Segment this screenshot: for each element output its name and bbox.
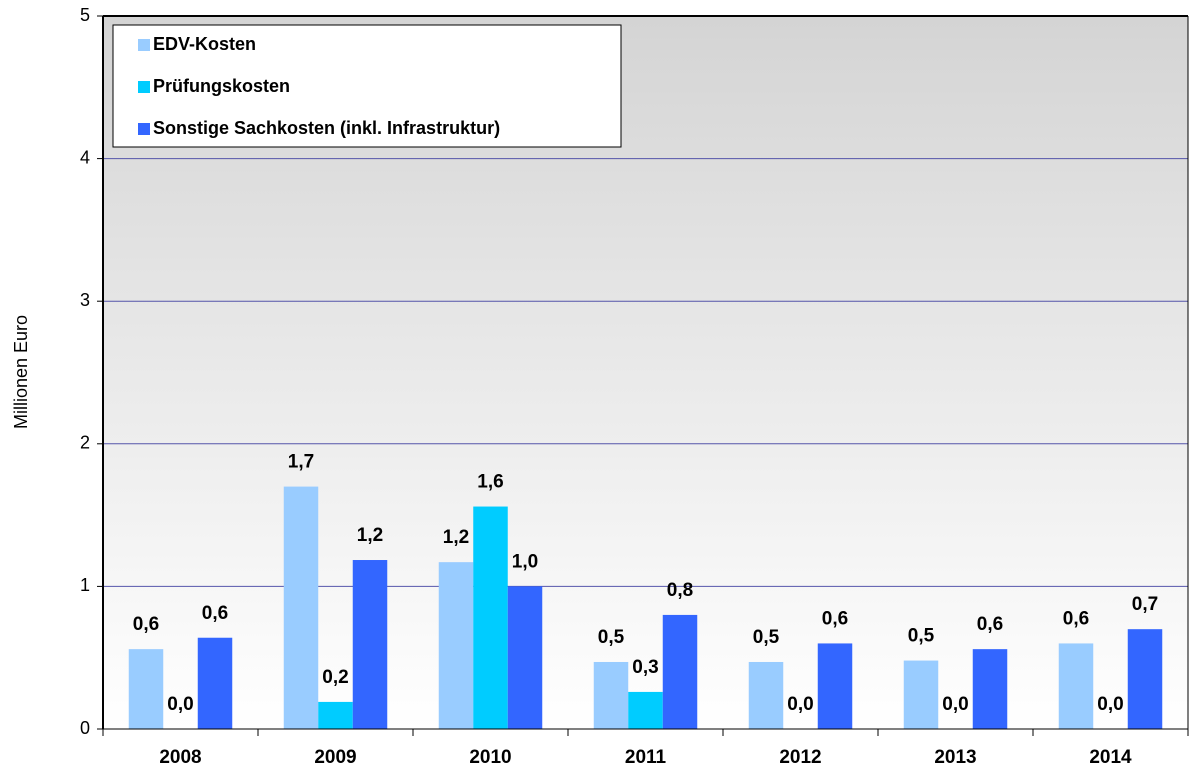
bar bbox=[318, 701, 353, 729]
bar bbox=[903, 660, 939, 729]
bar bbox=[1127, 629, 1163, 729]
value-label: 1,6 bbox=[477, 472, 503, 493]
y-tick-label: 0 bbox=[80, 718, 90, 738]
value-label: 1,2 bbox=[443, 527, 469, 548]
y-axis-label: Millionen Euro bbox=[11, 315, 31, 429]
bar bbox=[1058, 643, 1094, 729]
value-label: 0,6 bbox=[977, 614, 1003, 635]
value-label: 1,0 bbox=[512, 551, 538, 572]
y-tick-label: 2 bbox=[80, 433, 90, 453]
y-tick-label: 5 bbox=[80, 5, 90, 25]
x-tick-label: 2013 bbox=[934, 747, 976, 768]
value-label: 0,6 bbox=[133, 614, 159, 635]
bar bbox=[507, 586, 543, 729]
x-tick-label: 2010 bbox=[469, 747, 511, 768]
value-label: 0,6 bbox=[202, 603, 228, 624]
value-label: 0,0 bbox=[942, 694, 968, 715]
bar bbox=[593, 661, 629, 729]
y-tick-label: 3 bbox=[80, 290, 90, 310]
legend-swatch bbox=[138, 123, 150, 135]
value-label: 0,0 bbox=[167, 694, 193, 715]
x-tick-label: 2009 bbox=[314, 747, 356, 768]
x-tick-label: 2008 bbox=[159, 747, 201, 768]
bar bbox=[662, 614, 698, 729]
bar bbox=[628, 691, 663, 729]
x-tick-label: 2012 bbox=[779, 747, 821, 768]
value-label: 1,7 bbox=[288, 452, 314, 473]
bar bbox=[817, 643, 853, 729]
value-label: 0,0 bbox=[787, 694, 813, 715]
bar bbox=[128, 649, 164, 729]
value-label: 0,0 bbox=[1097, 694, 1123, 715]
y-tick-label: 1 bbox=[80, 575, 90, 595]
legend-label: Prüfungskosten bbox=[153, 76, 290, 96]
bar bbox=[438, 562, 474, 729]
value-label: 0,2 bbox=[322, 667, 348, 688]
legend-label: Sonstige Sachkosten (inkl. Infrastruktur… bbox=[153, 118, 500, 138]
bar bbox=[352, 560, 388, 729]
value-label: 0,3 bbox=[632, 657, 658, 678]
x-tick-label: 2014 bbox=[1089, 747, 1132, 768]
y-tick-label: 4 bbox=[80, 147, 90, 167]
x-tick-label: 2011 bbox=[625, 747, 667, 768]
bar bbox=[473, 506, 508, 729]
value-label: 0,8 bbox=[667, 580, 693, 601]
value-label: 1,2 bbox=[357, 525, 383, 546]
legend-swatch bbox=[138, 81, 150, 93]
bar bbox=[748, 661, 784, 729]
legend-label: EDV-Kosten bbox=[153, 34, 256, 54]
bar bbox=[283, 486, 319, 729]
value-label: 0,5 bbox=[908, 626, 935, 647]
legend-swatch bbox=[138, 39, 150, 51]
value-label: 0,5 bbox=[753, 627, 780, 648]
bar bbox=[197, 637, 233, 729]
value-label: 0,6 bbox=[1063, 608, 1089, 629]
value-label: 0,5 bbox=[598, 627, 625, 648]
legend-box bbox=[112, 24, 622, 148]
bar bbox=[972, 649, 1008, 729]
value-label: 0,7 bbox=[1132, 594, 1158, 615]
value-label: 0,6 bbox=[822, 608, 848, 629]
